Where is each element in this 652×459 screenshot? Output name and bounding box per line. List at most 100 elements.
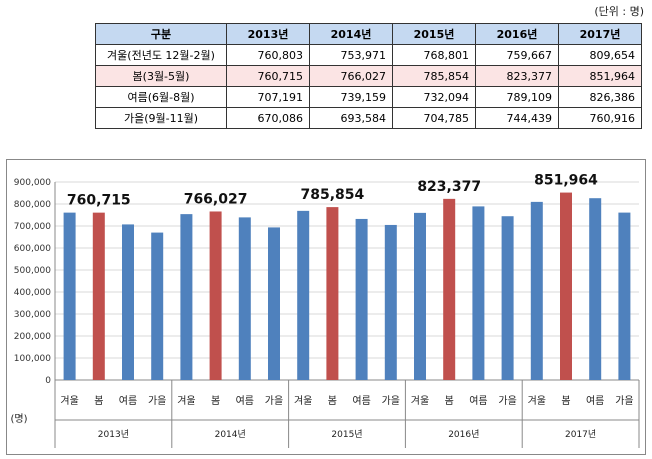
bar [151,232,164,380]
table-header-year: 2017년 [558,23,642,45]
data-label: 851,964 [534,173,598,189]
category-label: 여름 [586,395,604,407]
category-label: 겨울 [411,395,429,407]
table-row-label: 겨울(전년도 12월-2월) [95,44,227,66]
bar [297,210,310,380]
table-cell: 760,715 [226,65,310,87]
table-cell: 809,654 [558,44,642,66]
bar [355,218,368,380]
table-cell: 851,964 [558,65,642,87]
group-label: 2013년 [98,429,129,440]
table-cell: 789,109 [475,86,559,108]
table-header-row: 구분 2013년 2014년 2015년 2016년 2017년 [95,23,642,45]
bar [92,212,105,380]
y-tick-label: 900,000 [14,178,51,188]
category-label: 겨울 [294,395,312,407]
table-cell: 759,667 [475,44,559,66]
bar-chart: 0 100,000 200,000 300,000 400,000 500,000 600,… [10,173,640,448]
data-label: 766,027 [184,191,248,207]
bar [560,192,572,380]
bar [589,198,602,380]
table-cell: 823,377 [475,65,559,87]
y-tick-label: 0 [45,376,51,386]
table-cell: 766,027 [309,65,393,87]
table-cell: 739,159 [309,86,393,108]
category-label: 가을 [498,395,516,407]
table-cell: 670,086 [226,107,310,129]
category-label: 여름 [119,395,137,407]
category-label: 겨울 [177,395,195,407]
table-cell: 707,191 [226,86,310,108]
chart-area: 0 100,000 200,000 300,000 400,000 500,000 600,… [6,159,646,455]
table-row: 가을(9월-11월) 670,086 693,584 704,785 744,439 76… [95,107,642,129]
bar [501,216,514,380]
bar [530,201,543,380]
data-label: 823,377 [417,179,481,195]
data-label: 785,854 [301,187,365,203]
category-label: 겨울 [60,395,78,407]
bar [122,224,134,380]
category-label: 가을 [148,395,166,407]
table-row: 겨울(전년도 12월-2월) 760,803 753,971 768,801 759,6… [95,44,642,66]
y-tick-label: 500,000 [14,266,51,276]
unit-note: (단위 : 명) [594,5,644,18]
category-label: 봄 [561,395,570,407]
table-row-label: 봄(3월-5월) [95,65,227,87]
table-row: 봄(3월-5월) 760,715 766,027 785,854 823,377 851,… [95,65,642,87]
table-header-year: 2014년 [309,23,393,45]
category-label: 여름 [352,395,370,407]
group-label: 2015년 [331,429,362,440]
bar [443,198,456,380]
table-header-year: 2015년 [392,23,476,45]
category-label: 겨울 [528,395,546,407]
table-cell: 760,803 [226,44,310,66]
y-tick-label: 200,000 [14,332,51,342]
table-header-label: 구분 [95,23,227,45]
table-body: 겨울(전년도 12월-2월) 760,803 753,971 768,801 759,6… [95,44,642,129]
category-label: 봄 [211,395,220,407]
bar [209,211,222,380]
table-cell: 693,584 [309,107,393,129]
bar [268,227,280,380]
data-label: 760,715 [67,193,131,209]
bar [326,207,339,380]
category-label: 봄 [328,395,337,407]
table-header-year: 2016년 [475,23,559,45]
table-row-label: 여름(6월-8월) [95,86,227,108]
group-label: 2016년 [448,429,479,440]
table-row-label: 가을(9월-11월) [95,107,227,129]
table-cell: 704,785 [392,107,476,129]
y-tick-label: 100,000 [14,354,51,364]
category-label: 여름 [469,395,487,407]
bar [414,212,426,380]
category-label: 봄 [94,395,103,407]
bar [180,214,193,380]
y-tick-label: 400,000 [14,288,51,298]
table-cell: 826,386 [558,86,642,108]
table-cell: 732,094 [392,86,476,108]
category-label: 가을 [265,395,283,407]
category-label: 봄 [445,395,454,407]
bar [384,224,397,380]
y-tick-label: 700,000 [14,222,51,232]
group-label: 2017년 [565,429,596,440]
bar [238,217,251,380]
y-axis-unit: (명) [10,413,27,425]
table-cell: 744,439 [475,107,559,129]
table-cell: 760,916 [558,107,642,129]
table-row: 여름(6월-8월) 707,191 739,159 732,094 789,109 826… [95,86,642,108]
bar [618,212,631,380]
category-label: 가을 [382,395,400,407]
category-label: 여름 [236,395,254,407]
y-tick-label: 300,000 [14,310,51,320]
group-label: 2014년 [215,429,246,440]
table-header-year: 2013년 [226,23,310,45]
category-label: 가을 [615,395,633,407]
table-cell: 785,854 [392,65,476,87]
table-cell: 753,971 [309,44,393,66]
table-cell: 768,801 [392,44,476,66]
data-table: 구분 2013년 2014년 2015년 2016년 2017년 겨울(전년도 12월-2… [95,23,642,129]
bar [63,212,76,380]
bar [472,206,485,380]
y-tick-label: 800,000 [14,200,51,210]
